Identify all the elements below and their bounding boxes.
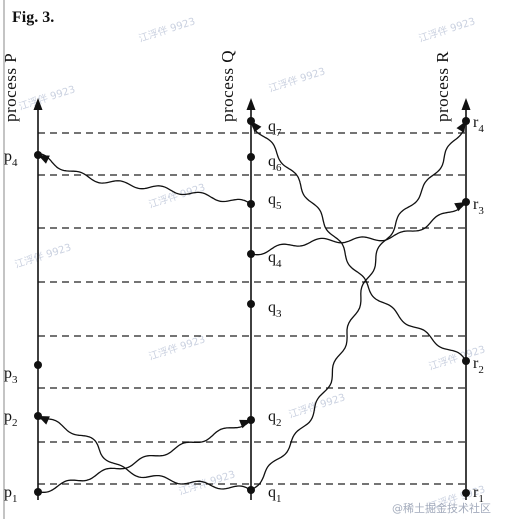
event-dot-p3 [34, 361, 42, 369]
arrow-up-icon [246, 98, 256, 110]
event-label-r1: r1 [473, 484, 484, 505]
event-label-q5: q5 [268, 191, 282, 212]
watermark-text: 江浮伴 9923 [13, 240, 73, 270]
event-label-r4: r4 [473, 114, 484, 135]
event-label-q2: q2 [268, 408, 282, 429]
message-line-q4-r3 [250, 201, 467, 256]
event-label-p2: p2 [4, 408, 18, 429]
event-label-r3: r3 [473, 196, 484, 217]
event-dot-q2 [247, 416, 255, 424]
event-dot-r1 [462, 489, 470, 497]
event-dot-p1 [34, 488, 42, 496]
arrow-up-icon [461, 98, 471, 110]
watermark-text: 江浮伴 9923 [417, 14, 477, 44]
process-label-q: process Q [218, 50, 237, 122]
event-dot-q5 [247, 200, 255, 208]
message-line-q5-p4 [37, 153, 252, 205]
event-label-q4: q4 [268, 249, 282, 270]
event-label-q6: q6 [268, 153, 282, 174]
message-line-q1-r4 [250, 120, 467, 491]
event-label-q3: q3 [268, 299, 282, 320]
event-dot-r3 [462, 198, 470, 206]
event-dot-r2 [462, 357, 470, 365]
events: p1 p2 p3 p4 q1 q2 q3 q4 q5 q6 q7 r1 r2 r3 r4 [4, 114, 484, 505]
event-dot-q7 [247, 117, 255, 125]
watermark-text: 江浮伴 9923 [287, 390, 347, 420]
event-label-r2: r2 [473, 355, 484, 376]
event-dot-q6 [247, 153, 255, 161]
process-label-p: process P [1, 53, 20, 122]
event-dot-q1 [247, 486, 255, 494]
event-label-p1: p1 [4, 484, 18, 505]
watermark-text: 江浮伴 9923 [267, 64, 327, 94]
event-label-p4: p4 [4, 148, 18, 169]
figure-title: Fig. 3. [12, 9, 54, 26]
arrow-up-icon [33, 98, 43, 110]
event-dot-q4 [247, 250, 255, 258]
event-dot-p2 [34, 412, 42, 420]
event-label-p3: p3 [4, 365, 18, 386]
watermark-text: 江浮伴 9923 [147, 180, 207, 210]
watermark-text: 江浮伴 9923 [137, 14, 197, 44]
event-dot-q3 [247, 300, 255, 308]
event-label-q7: q7 [268, 118, 282, 139]
watermark-text: 江浮伴 9923 [147, 332, 207, 362]
message-line-r2-q7 [250, 120, 467, 362]
message-line-p1-q2 [37, 419, 252, 493]
process-label-r: process R [433, 51, 452, 122]
footer-watermark: @稀土掘金技术社区 [392, 501, 491, 515]
message-line-q1-p2 [37, 415, 252, 491]
clock-tick-lines [38, 132, 466, 485]
event-dot-p4 [34, 151, 42, 159]
event-label-q1: q1 [268, 484, 282, 505]
event-dot-r4 [462, 117, 470, 125]
watermark-text: 江浮伴 9923 [17, 82, 77, 112]
